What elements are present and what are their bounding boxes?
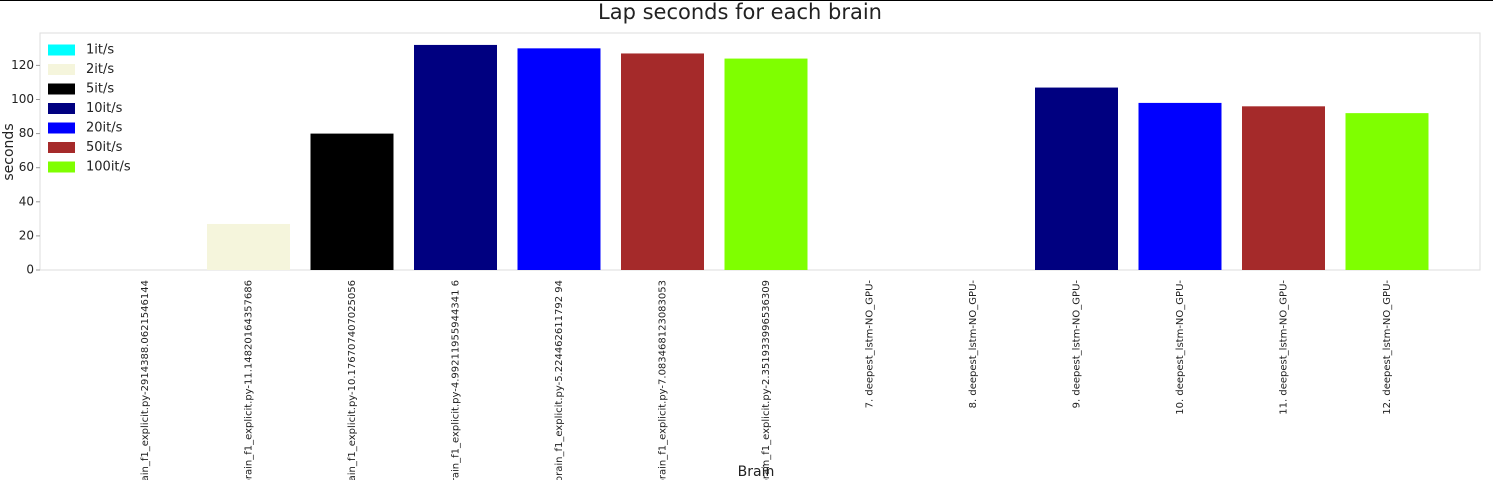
bar (310, 133, 394, 270)
x-tick-label: 5. brain_f1_explicit.py-7.08346812308305… (658, 280, 669, 480)
x-tick-label: 6. brain_f1_explicit.py-2.35193399653630… (761, 280, 772, 480)
x-tick-label: 2. brain_f1_explicit.py-10.1767074070250… (347, 280, 358, 480)
x-tick-label: 8. deepest_lstm-NO_GPU- (968, 280, 979, 409)
bar (517, 48, 601, 271)
y-tick-label: 100 (11, 92, 34, 106)
y-tick-label: 20 (19, 228, 34, 242)
x-tick-label: 7. deepest_lstm-NO_GPU- (865, 280, 876, 409)
x-tick-label: 1. brain_f1_explicit.py-11.1482016435768… (244, 280, 255, 480)
x-tick-label: 3. brain_f1_explicit.py-4.99211955944341… (451, 280, 462, 480)
bar (621, 53, 704, 270)
x-axis-label: Brain (738, 464, 775, 480)
bar (414, 44, 497, 270)
bar (1242, 106, 1325, 270)
legend-swatch (48, 83, 75, 95)
y-tick-label: 60 (19, 160, 34, 174)
legend-swatch (48, 122, 75, 134)
x-tick-label: 11. deepest_lstm-NO_GPU- (1279, 280, 1290, 415)
legend-label: 20it/s (86, 121, 123, 136)
legend-swatch (48, 161, 75, 173)
legend-swatch (48, 64, 75, 75)
x-tick-label: 9. deepest_lstm-NO_GPU- (1072, 280, 1083, 409)
y-tick-label: 120 (11, 58, 34, 72)
bar (207, 223, 290, 270)
bar (724, 58, 808, 271)
chart-title: Lap seconds for each brain (598, 0, 882, 24)
legend-swatch (48, 44, 75, 56)
legend-label: 100it/s (86, 160, 131, 175)
legend-label: 10it/s (86, 101, 123, 116)
x-tick-label: 4. brain_f1_explicit.py-5.224462611792 9… (554, 280, 565, 480)
legend-label: 5it/s (86, 82, 114, 97)
bar (1138, 102, 1222, 271)
bar (1345, 113, 1429, 270)
legend-label: 50it/s (86, 140, 123, 155)
y-axis-label: seconds (1, 123, 17, 180)
legend-label: 2it/s (86, 62, 114, 77)
y-tick-label: 0 (26, 263, 34, 277)
x-tick-label: 0. brain_f1_explicit.py-2914388.06215461… (140, 280, 151, 480)
y-tick-label: 40 (19, 194, 34, 208)
legend-swatch (48, 142, 75, 153)
x-tick-label: 10. deepest_lstm-NO_GPU- (1175, 280, 1186, 415)
bar (1035, 87, 1118, 270)
legend-label: 1it/s (86, 43, 114, 58)
y-tick-label: 80 (19, 126, 34, 140)
x-tick-label: 12. deepest_lstm-NO_GPU- (1382, 280, 1393, 415)
legend-swatch (48, 103, 75, 114)
